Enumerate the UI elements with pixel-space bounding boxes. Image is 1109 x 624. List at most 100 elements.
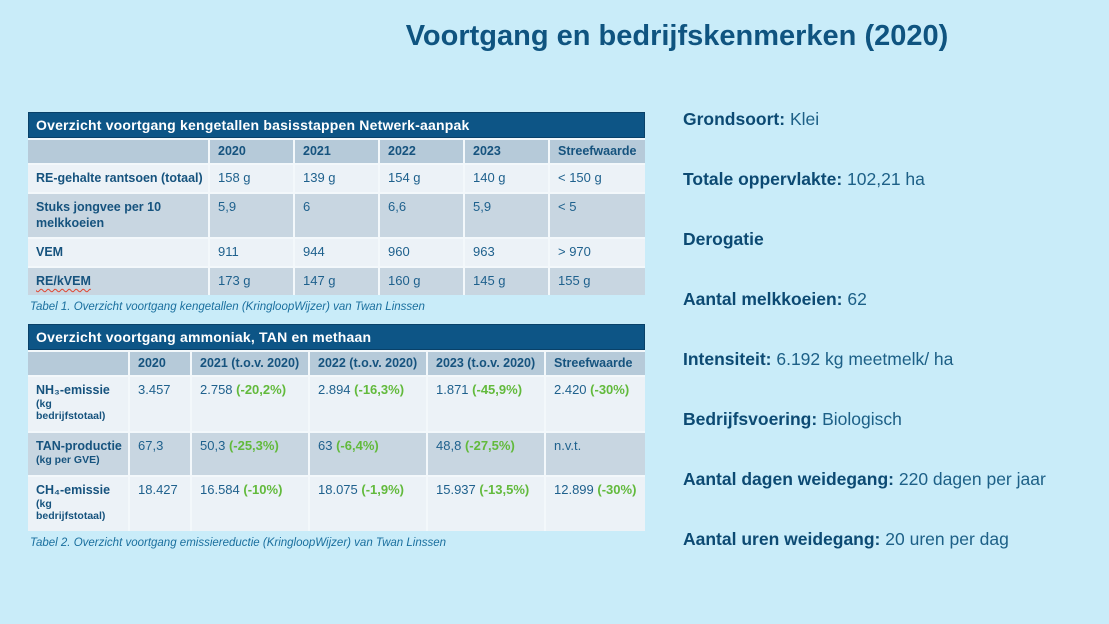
row-label: NH₃-emissie (kg bedrijfstotaal) (28, 377, 130, 433)
fact-value: 20 uren per dag (885, 529, 1009, 549)
table-emissies: Overzicht voortgang ammoniak, TAN en met… (28, 324, 645, 531)
fact-item: Aantal melkkoeien: 62 (683, 288, 1093, 310)
cell-value: 5,9 (473, 199, 492, 214)
fact-label: Bedrijfsvoering: (683, 409, 818, 429)
cell-value: < 5 (558, 199, 577, 214)
cell-value: 5,9 (218, 199, 237, 214)
fact-label: Derogatie (683, 229, 764, 249)
row-label-sub: (kg bedrijfstotaal) (36, 498, 106, 522)
delta-value: (-1,9%) (361, 482, 405, 497)
value-cell: 18.427 (130, 477, 192, 531)
column-header (28, 140, 210, 165)
column-header: 2023 (t.o.v. 2020) (428, 352, 546, 377)
table2-column-header-row: 2020 2021 (t.o.v. 2020) 2022 (t.o.v. 2020)… (28, 352, 645, 377)
cell-value: 16.584 (200, 482, 240, 497)
cell-value: 18.427 (138, 482, 178, 497)
value-cell: 15.937 (-13,5%) (428, 477, 546, 531)
table-row: TAN-productie (kg per GVE) 67,3 50,3 (-25,3… (28, 433, 645, 477)
table2-caption: Tabel 2. Overzicht voortgang emissieredu… (30, 537, 447, 549)
cell-value: > 970 (558, 244, 591, 259)
cell-value: 160 g (388, 273, 421, 288)
value-cell: 147 g (295, 268, 380, 295)
value-cell: 963 (465, 239, 550, 268)
row-label: VEM (28, 239, 210, 268)
cell-value: 155 g (558, 273, 591, 288)
cell-value: 173 g (218, 273, 251, 288)
cell-value: 911 (218, 244, 239, 259)
table1-body: RE-gehalte rantsoen (totaal) 158 g 139 g 15… (28, 165, 646, 295)
fact-item: Bedrijfsvoering: Biologisch (683, 408, 1093, 430)
column-header: Streefwaarde (546, 352, 645, 377)
value-cell: 155 g (550, 268, 646, 295)
delta-value: (-45,9%) (472, 382, 523, 397)
table-row: VEM 911 944 960 963 > 970 (28, 239, 646, 268)
cell-value: 2.420 (554, 382, 587, 397)
cell-value: 963 (473, 244, 495, 259)
fact-value: Biologisch (822, 409, 902, 429)
value-cell: 5,9 (465, 194, 550, 239)
fact-value: 220 dagen per jaar (898, 469, 1046, 489)
value-cell: 12.899 (-30%) (546, 477, 645, 531)
table1-column-header-row: 2020 2021 2022 2023 Streefwaarde (28, 140, 646, 165)
fact-item: Derogatie (683, 228, 1093, 250)
delta-value: (-27,5%) (464, 438, 515, 453)
row-label-text: NH₃-emissie (36, 383, 110, 397)
value-cell: 48,8 (-27,5%) (428, 433, 546, 477)
cell-value: 147 g (303, 273, 336, 288)
fact-value: 6.192 kg meetmelk/ ha (776, 349, 954, 369)
row-label-sub: (kg bedrijfstotaal) (36, 398, 106, 422)
fact-label: Grondsoort: (683, 109, 786, 129)
row-label: RE/kVEM (28, 268, 210, 295)
delta-value: (-13,5%) (479, 482, 530, 497)
fact-item: Grondsoort: Klei (683, 108, 1093, 130)
value-cell: 2.420 (-30%) (546, 377, 645, 433)
row-label-text: RE/kVEM (36, 274, 91, 288)
value-cell: > 970 (550, 239, 646, 268)
table-row: Stuks jongvee per 10 melkkoeien 5,9 6 6,6 5,… (28, 194, 646, 239)
value-cell: 911 (210, 239, 295, 268)
facts-list: Grondsoort: Klei Totale oppervlakte: 102,… (683, 108, 1093, 588)
cell-value: 154 g (388, 170, 421, 185)
cell-value: 6,6 (388, 199, 407, 214)
row-label-text: TAN-productie (36, 439, 122, 453)
value-cell: 50,3 (-25,3%) (192, 433, 310, 477)
value-cell: 67,3 (130, 433, 192, 477)
cell-value: 3.457 (138, 382, 171, 397)
delta-value: (-25,3%) (228, 438, 279, 453)
value-cell: 3.457 (130, 377, 192, 433)
fact-label: Aantal uren weidegang: (683, 529, 881, 549)
fact-value: 102,21 ha (847, 169, 925, 189)
cell-value: 1.871 (436, 382, 469, 397)
row-label: TAN-productie (kg per GVE) (28, 433, 130, 477)
fact-item: Aantal dagen weidegang: 220 dagen per ja… (683, 468, 1093, 490)
delta-value: (-16,3%) (354, 382, 405, 397)
value-cell: 944 (295, 239, 380, 268)
fact-value: 62 (847, 289, 867, 309)
row-label-text: Stuks jongvee per 10 melkkoeien (36, 200, 162, 230)
fact-item: Totale oppervlakte: 102,21 ha (683, 168, 1093, 190)
value-cell: 6 (295, 194, 380, 239)
cell-value: < 150 g (558, 170, 602, 185)
cell-value: 960 (388, 244, 410, 259)
fact-item: Aantal uren weidegang: 20 uren per dag (683, 528, 1093, 550)
column-header: 2020 (130, 352, 192, 377)
cell-value: 67,3 (138, 438, 164, 453)
column-header: 2022 (380, 140, 465, 165)
table-kengetallen: Overzicht voortgang kengetallen basissta… (28, 112, 646, 295)
value-cell: 18.075 (-1,9%) (310, 477, 428, 531)
cell-value: 2.894 (318, 382, 351, 397)
value-cell: < 5 (550, 194, 646, 239)
delta-value: (-30%) (590, 382, 630, 397)
fact-label: Aantal dagen weidegang: (683, 469, 894, 489)
delta-value: (-10%) (243, 482, 283, 497)
cell-value: 145 g (473, 273, 506, 288)
delta-value: (-20,2%) (236, 382, 287, 397)
cell-value: 944 (303, 244, 325, 259)
page-title: Voortgang en bedrijfskenmerken (2020) (405, 20, 949, 52)
row-label-text: CH₄-emissie (36, 483, 111, 497)
row-label-text: VEM (36, 245, 64, 259)
cell-value: 50,3 (200, 438, 226, 453)
table-row: NH₃-emissie (kg bedrijfstotaal) 3.457 2.758… (28, 377, 645, 433)
column-header (28, 352, 130, 377)
